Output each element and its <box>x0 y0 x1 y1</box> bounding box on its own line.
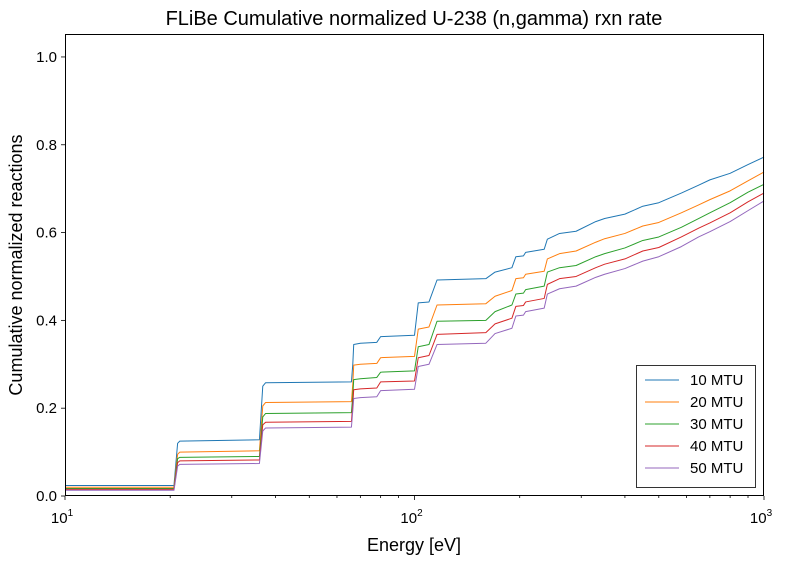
legend-label-5: 50 MTU <box>690 460 743 477</box>
series-line-4 <box>65 192 765 490</box>
series-line-5 <box>65 200 765 491</box>
y-tick-label: 0.0 <box>36 488 57 505</box>
y-axis-label: Cumulative normalized reactions <box>6 134 26 395</box>
series-line-2 <box>65 171 765 488</box>
legend-label-2: 20 MTU <box>690 394 743 411</box>
series-layer <box>65 156 765 491</box>
legend-label-3: 30 MTU <box>690 416 743 433</box>
legend: 10 MTU 20 MTU 30 MTU 40 MTU 50 MTU <box>636 365 756 488</box>
x-axis-label: Energy [eV] <box>367 535 461 555</box>
series-line-1 <box>65 156 765 486</box>
y-tick-label: 1.0 <box>36 49 57 66</box>
y-axis-ticks: 0.0 0.2 0.4 0.6 0.8 1.0 <box>36 49 65 505</box>
chart-title: FLiBe Cumulative normalized U-238 (n,gam… <box>166 8 663 30</box>
series-line-3 <box>65 183 765 490</box>
y-tick-label: 0.8 <box>36 137 57 154</box>
legend-box <box>636 365 756 488</box>
y-tick-label: 0.2 <box>36 400 57 417</box>
plot-area-frame <box>65 34 764 496</box>
legend-label-4: 40 MTU <box>690 438 743 455</box>
y-tick-label: 0.6 <box>36 225 57 242</box>
legend-label-1: 10 MTU <box>690 372 743 389</box>
x-minor-ticks <box>169 496 749 498</box>
y-tick-label: 0.4 <box>36 312 57 329</box>
